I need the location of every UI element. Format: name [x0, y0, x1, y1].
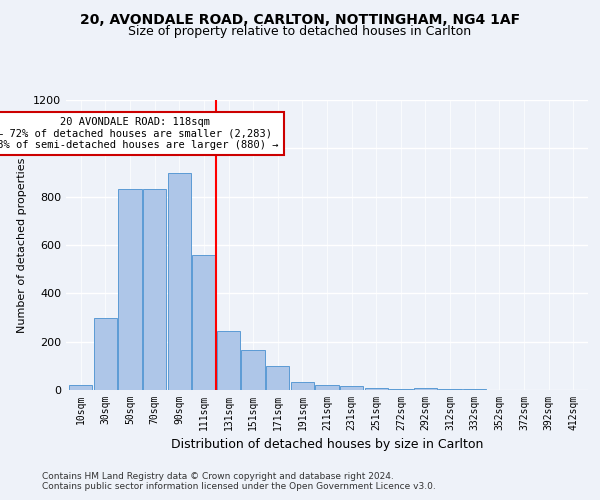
Bar [463, 389, 487, 390]
X-axis label: Distribution of detached houses by size in Carlton: Distribution of detached houses by size … [171, 438, 483, 452]
Bar [118, 190, 142, 390]
Bar [217, 331, 240, 390]
Text: Contains public sector information licensed under the Open Government Licence v3: Contains public sector information licen… [42, 482, 436, 491]
Text: Contains HM Land Registry data © Crown copyright and database right 2024.: Contains HM Land Registry data © Crown c… [42, 472, 394, 481]
Bar [266, 366, 289, 390]
Bar [290, 382, 314, 390]
Bar [414, 388, 437, 390]
Bar [439, 389, 462, 390]
Text: 20 AVONDALE ROAD: 118sqm
← 72% of detached houses are smaller (2,283)
28% of sem: 20 AVONDALE ROAD: 118sqm ← 72% of detach… [0, 117, 278, 150]
Bar [316, 385, 338, 390]
Text: Size of property relative to detached houses in Carlton: Size of property relative to detached ho… [128, 25, 472, 38]
Bar [143, 190, 166, 390]
Bar [94, 318, 117, 390]
Bar [167, 172, 191, 390]
Bar [192, 254, 215, 390]
Bar [365, 388, 388, 390]
Bar [69, 385, 92, 390]
Bar [241, 350, 265, 390]
Text: 20, AVONDALE ROAD, CARLTON, NOTTINGHAM, NG4 1AF: 20, AVONDALE ROAD, CARLTON, NOTTINGHAM, … [80, 12, 520, 26]
Y-axis label: Number of detached properties: Number of detached properties [17, 158, 28, 332]
Bar [340, 386, 364, 390]
Bar [389, 389, 413, 390]
